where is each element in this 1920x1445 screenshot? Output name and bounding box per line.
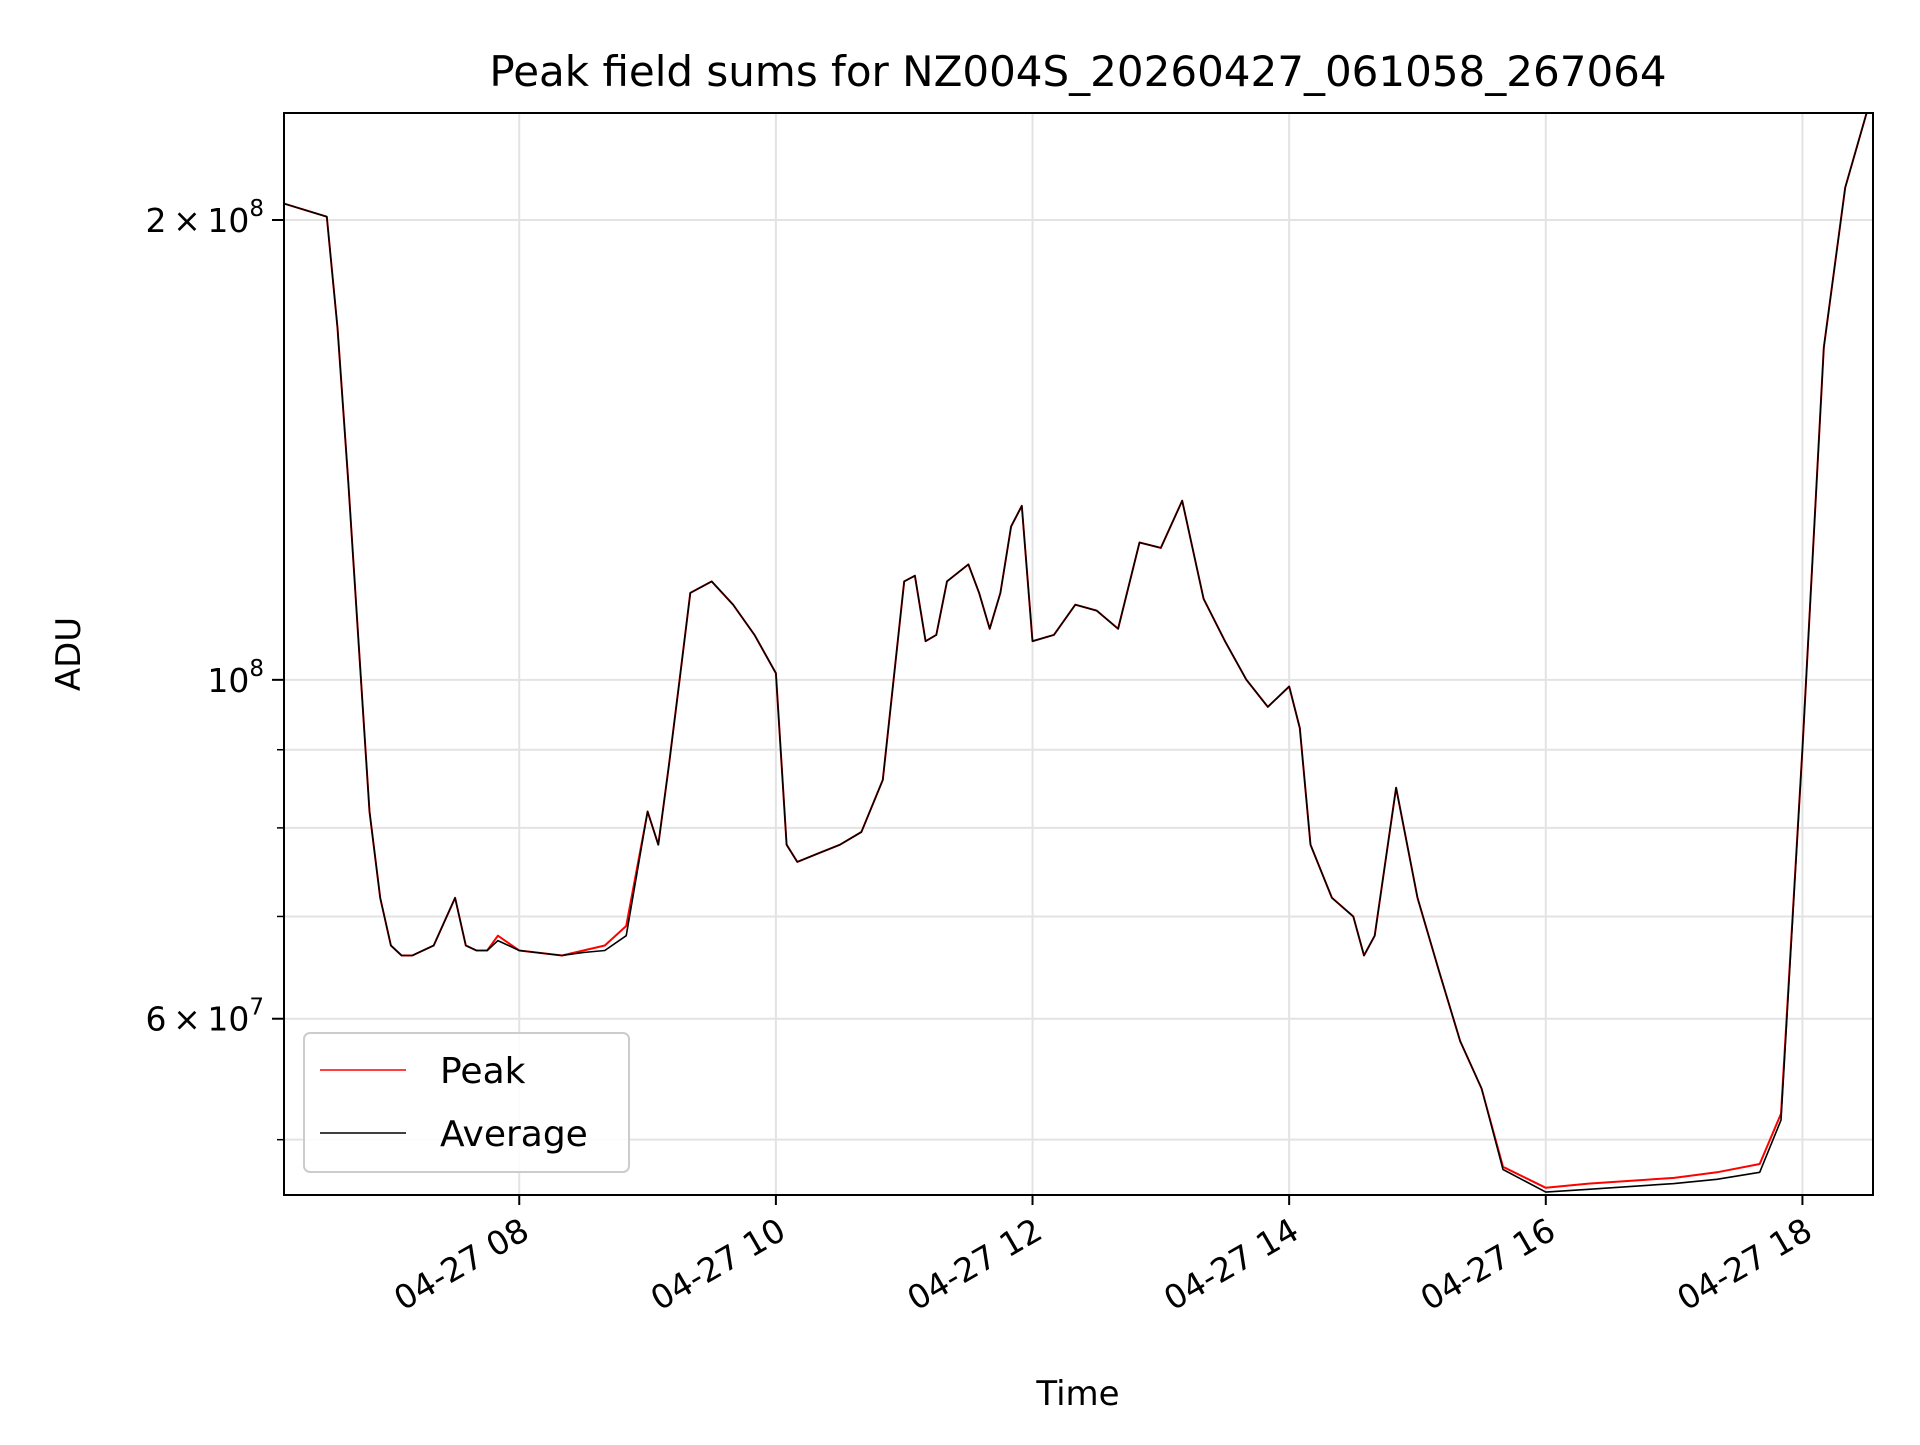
legend-box <box>303 1032 630 1173</box>
x-axis-label: Time <box>1035 1374 1119 1414</box>
chart-title: Peak field sums for NZ004S_20260427_0610… <box>489 47 1666 96</box>
y-axis-label: ADU <box>49 617 89 691</box>
series-line-average <box>284 113 1868 1193</box>
grid-layer <box>284 113 1873 1195</box>
legend: Peak Average <box>303 1032 630 1173</box>
legend-label-peak: Peak <box>440 1051 526 1092</box>
y-tick-label: 2 × 108 <box>146 196 264 240</box>
y-tick-label: 6 × 107 <box>146 995 264 1039</box>
legend-label-average: Average <box>440 1114 588 1155</box>
series-layer <box>284 113 1868 1193</box>
plot-frame <box>283 112 1874 1196</box>
